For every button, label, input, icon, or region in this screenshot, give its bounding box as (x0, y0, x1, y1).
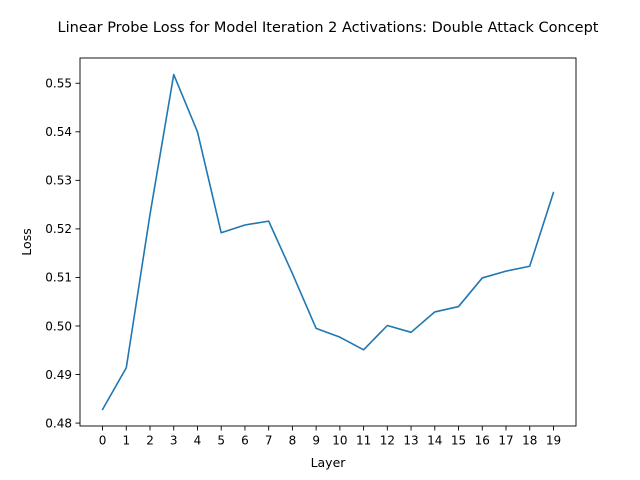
series-line (101, 73, 555, 411)
chart-title: Linear Probe Loss for Model Iteration 2 … (58, 20, 599, 36)
plot-area: 0 1 2 3 4 5 6 7 8 9 10 11 12 13 14 15 16 17 18 19 0.480.490… (45, 57, 577, 448)
y-tick-label: 0.50 (45, 319, 72, 333)
x-tick-label: 16 (475, 434, 490, 448)
x-tick-label: 0 (99, 434, 107, 448)
y-tick-label: 0.55 (45, 77, 72, 91)
y-axis-label: Loss (19, 228, 34, 255)
y-tick-label: 0.49 (45, 368, 72, 382)
x-tick-label: 6 (241, 434, 249, 448)
series-layer (101, 73, 555, 411)
y-tick-label: 0.51 (45, 271, 72, 285)
x-tick-label: 10 (332, 434, 347, 448)
x-tick-label: 2 (146, 434, 154, 448)
x-tick-label: 11 (356, 434, 371, 448)
x-tick-label: 13 (403, 434, 418, 448)
x-tick-label: 7 (265, 434, 273, 448)
x-axis-label: Layer (311, 455, 347, 470)
x-tick-label: 15 (451, 434, 466, 448)
x-axis: 0 1 2 3 4 5 6 7 8 9 10 11 12 13 14 15 16 17 18 19 (99, 426, 561, 448)
y-tick-label: 0.52 (45, 222, 72, 236)
axes-frame (79, 57, 577, 427)
x-tick-label: 3 (170, 434, 178, 448)
x-tick-label: 9 (312, 434, 320, 448)
x-tick-label: 12 (380, 434, 395, 448)
x-tick-label: 5 (217, 434, 225, 448)
y-tick-label: 0.48 (45, 416, 72, 430)
x-tick-label: 17 (498, 434, 513, 448)
y-axis: 0.48 0.49 0.50 0.51 0.52 0.53 0.54 0.55 (45, 77, 80, 430)
x-tick-label: 4 (194, 434, 202, 448)
x-tick-label: 1 (122, 434, 130, 448)
x-tick-label: 18 (522, 434, 537, 448)
x-tick-label: 8 (289, 434, 297, 448)
x-tick-label: 14 (427, 434, 442, 448)
x-tick-label: 19 (546, 434, 561, 448)
y-tick-label: 0.53 (45, 174, 72, 188)
y-tick-label: 0.54 (45, 125, 72, 139)
